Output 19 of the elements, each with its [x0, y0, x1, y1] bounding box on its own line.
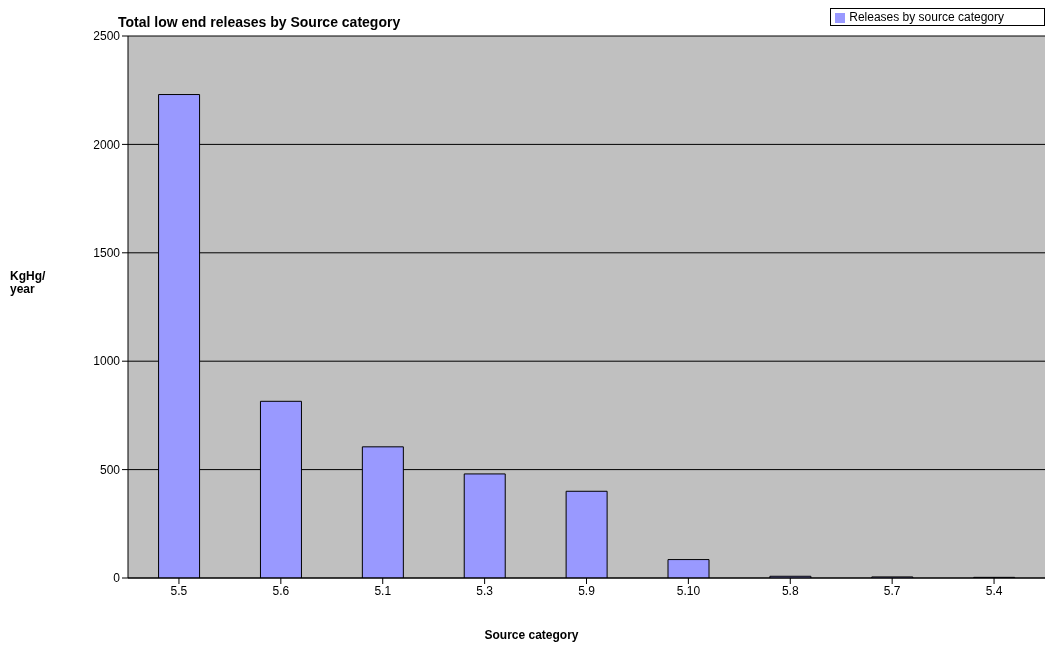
y-axis-title: KgHg/year [10, 269, 46, 296]
y-tick-label: 1500 [93, 246, 121, 261]
y-tick-label: 1000 [93, 354, 121, 369]
y-tick-label: 0 [113, 571, 121, 586]
x-tick-label: 5.1 [374, 583, 392, 598]
x-tick-label: 5.8 [781, 583, 799, 598]
y-tick-label: 2500 [93, 29, 121, 44]
y-tick-label: 500 [99, 462, 121, 477]
x-tick-label: 5.6 [272, 583, 290, 598]
chart-title: Total low end releases by Source category [118, 14, 401, 30]
x-axis-title: Source category [483, 628, 580, 642]
x-tick-label: 5.9 [578, 583, 596, 598]
x-tick-label: 5.5 [170, 583, 188, 598]
x-tick-label: 5.10 [676, 583, 701, 598]
x-tick-label: 5.4 [985, 583, 1003, 598]
x-tick-label: 5.7 [883, 583, 901, 598]
x-tick-label: 5.3 [476, 583, 494, 598]
y-tick-label: 2000 [93, 137, 121, 152]
legend-label: Releases by source category [849, 10, 1004, 24]
